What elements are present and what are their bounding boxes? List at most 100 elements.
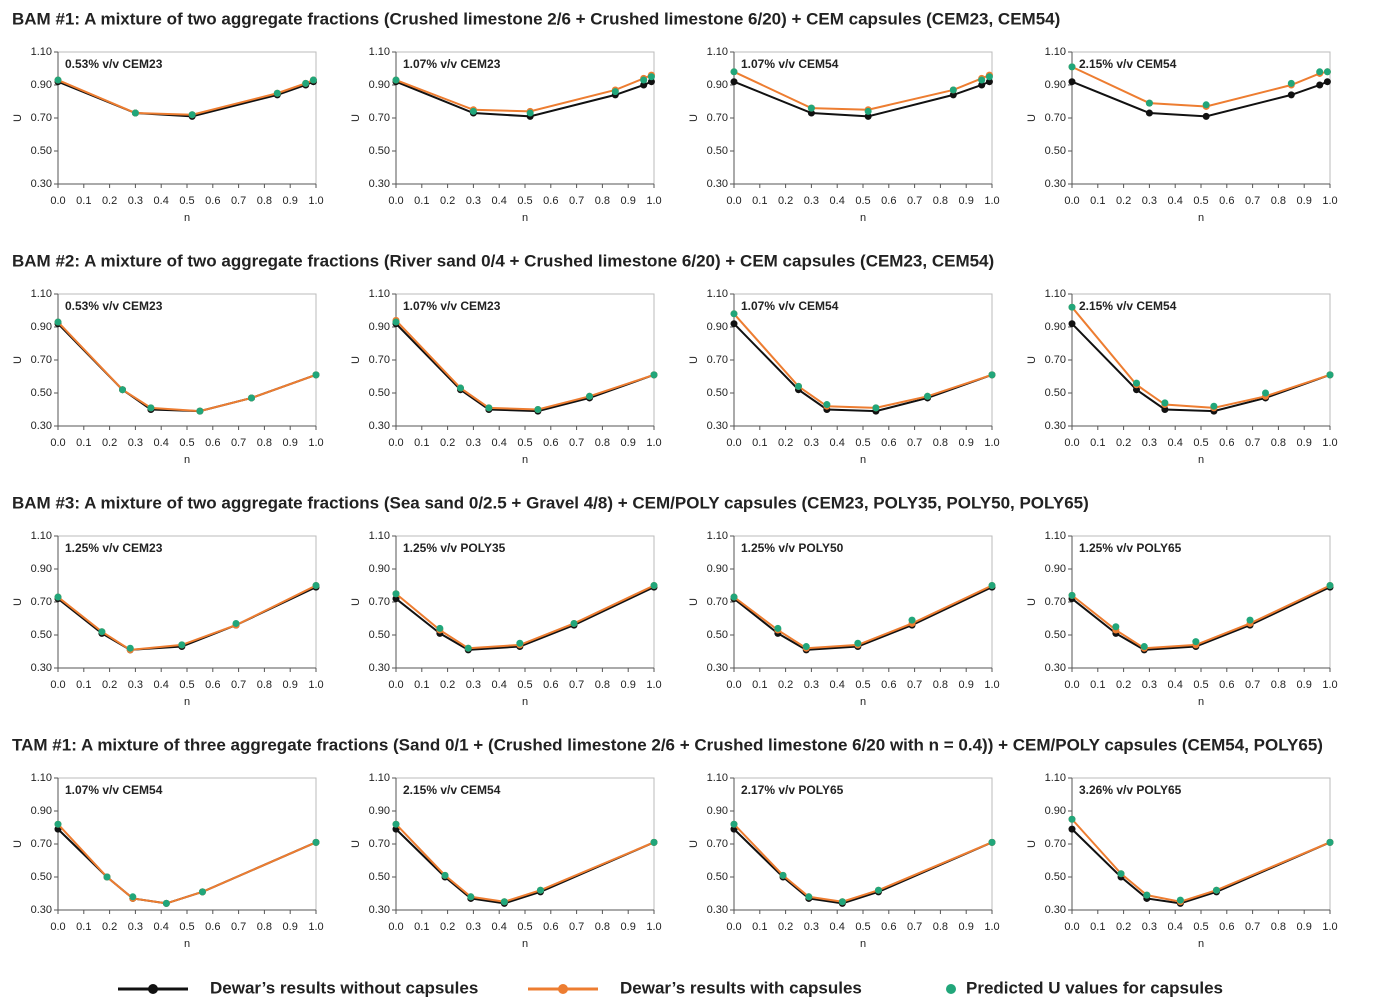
x-tick-label: 0.7 (569, 921, 584, 933)
x-axis-label: n (184, 454, 190, 466)
series-line (57, 823, 317, 905)
data-point (162, 899, 170, 907)
x-tick-label: 0.8 (1271, 195, 1286, 207)
x-tick-label: 0.2 (1116, 921, 1131, 933)
data-point (807, 104, 815, 112)
x-tick-label: 0.4 (154, 679, 169, 691)
y-axis-label: U (1026, 598, 1038, 606)
x-tick-label: 0.4 (830, 679, 845, 691)
data-point (485, 404, 493, 412)
data-point (1161, 406, 1169, 413)
series-line (1071, 584, 1331, 650)
x-tick-label: 0.1 (752, 679, 767, 691)
x-tick-label: 0.7 (231, 437, 246, 449)
legend-marker (148, 984, 158, 994)
data-point (1112, 623, 1120, 631)
series-line (395, 586, 655, 651)
x-tick-label: 0.1 (1090, 195, 1105, 207)
annotation: 3.26% v/v POLY65 (1079, 783, 1182, 797)
data-point (1068, 825, 1076, 833)
data-point (978, 76, 986, 84)
x-tick-label: 0.6 (543, 195, 558, 207)
plot-frame (733, 777, 993, 911)
data-point (309, 76, 317, 84)
x-tick-label: 1.0 (1322, 921, 1337, 933)
y-tick-label: 0.30 (369, 904, 390, 916)
x-tick-label: 0.0 (50, 437, 65, 449)
y-tick-label: 1.10 (707, 288, 728, 300)
x-tick-label: 0.5 (517, 195, 532, 207)
y-tick-label: 0.50 (369, 629, 390, 641)
x-tick-label: 0.2 (778, 195, 793, 207)
data-point (985, 78, 993, 86)
x-axis-label: n (860, 454, 866, 466)
x-tick-label: 0.1 (414, 921, 429, 933)
data-point (730, 820, 738, 828)
y-tick-label: 0.50 (31, 871, 52, 883)
annotation: 0.53% v/v CEM23 (65, 299, 163, 313)
x-tick-label: 0.6 (881, 921, 896, 933)
x-tick-label: 0.7 (907, 921, 922, 933)
x-tick-label: 0.0 (1064, 195, 1079, 207)
y-tick-label: 0.90 (707, 321, 728, 333)
x-tick-label: 0.4 (830, 195, 845, 207)
y-tick-label: 1.10 (1045, 772, 1066, 784)
x-tick-label: 0.3 (128, 679, 143, 691)
x-tick-label: 0.9 (959, 679, 974, 691)
x-tick-label: 1.0 (646, 437, 661, 449)
data-point (392, 590, 400, 598)
y-tick-label: 0.70 (31, 354, 52, 366)
legend-label: Dewar’s results with capsules (620, 978, 862, 997)
y-tick-label: 0.50 (1045, 871, 1066, 883)
y-tick-label: 0.50 (707, 387, 728, 399)
x-tick-label: 0.2 (778, 437, 793, 449)
plot-frame (395, 535, 655, 669)
y-axis-label: U (688, 598, 700, 606)
data-point (1323, 68, 1331, 76)
x-tick-label: 0.3 (466, 679, 481, 691)
x-tick-label: 0.6 (881, 437, 896, 449)
x-tick-label: 0.9 (959, 195, 974, 207)
annotation: 2.15% v/v CEM54 (1079, 299, 1177, 313)
x-tick-label: 1.0 (308, 437, 323, 449)
data-point (441, 871, 449, 879)
x-tick-label: 0.3 (128, 921, 143, 933)
data-point (131, 109, 139, 117)
data-point (1326, 582, 1334, 589)
series-line (395, 319, 655, 411)
data-point (570, 619, 578, 627)
y-axis-label: U (350, 598, 362, 606)
y-tick-label: 1.10 (31, 46, 52, 58)
legend-marker (558, 984, 568, 994)
x-tick-label: 0.5 (1193, 921, 1208, 933)
x-tick-label: 0.9 (959, 921, 974, 933)
data-point (1202, 101, 1210, 109)
series-line (733, 313, 993, 409)
y-tick-label: 0.70 (707, 596, 728, 608)
x-tick-label: 0.1 (1090, 437, 1105, 449)
data-point (988, 371, 996, 379)
y-tick-label: 0.90 (1045, 79, 1066, 91)
x-tick-label: 0.9 (283, 195, 298, 207)
x-tick-label: 0.6 (1219, 195, 1234, 207)
plot-frame (733, 535, 993, 669)
x-tick-label: 0.7 (569, 679, 584, 691)
x-tick-label: 0.5 (855, 437, 870, 449)
x-tick-label: 0.8 (257, 195, 272, 207)
data-point (1262, 389, 1269, 397)
x-tick-label: 0.7 (1245, 195, 1260, 207)
data-point (464, 644, 472, 652)
x-tick-label: 0.2 (778, 679, 793, 691)
data-point (534, 406, 542, 413)
x-tick-label: 1.0 (1322, 679, 1337, 691)
x-tick-label: 0.4 (154, 921, 169, 933)
x-tick-label: 0.7 (907, 195, 922, 207)
y-axis-label: U (12, 598, 24, 606)
data-point (54, 593, 62, 601)
data-point (988, 838, 996, 846)
series-line (1071, 586, 1331, 651)
x-tick-label: 0.3 (466, 195, 481, 207)
panel-title: BAM #2: A mixture of two aggregate fract… (12, 251, 994, 270)
data-point (1068, 78, 1076, 86)
x-tick-label: 0.7 (1245, 921, 1260, 933)
